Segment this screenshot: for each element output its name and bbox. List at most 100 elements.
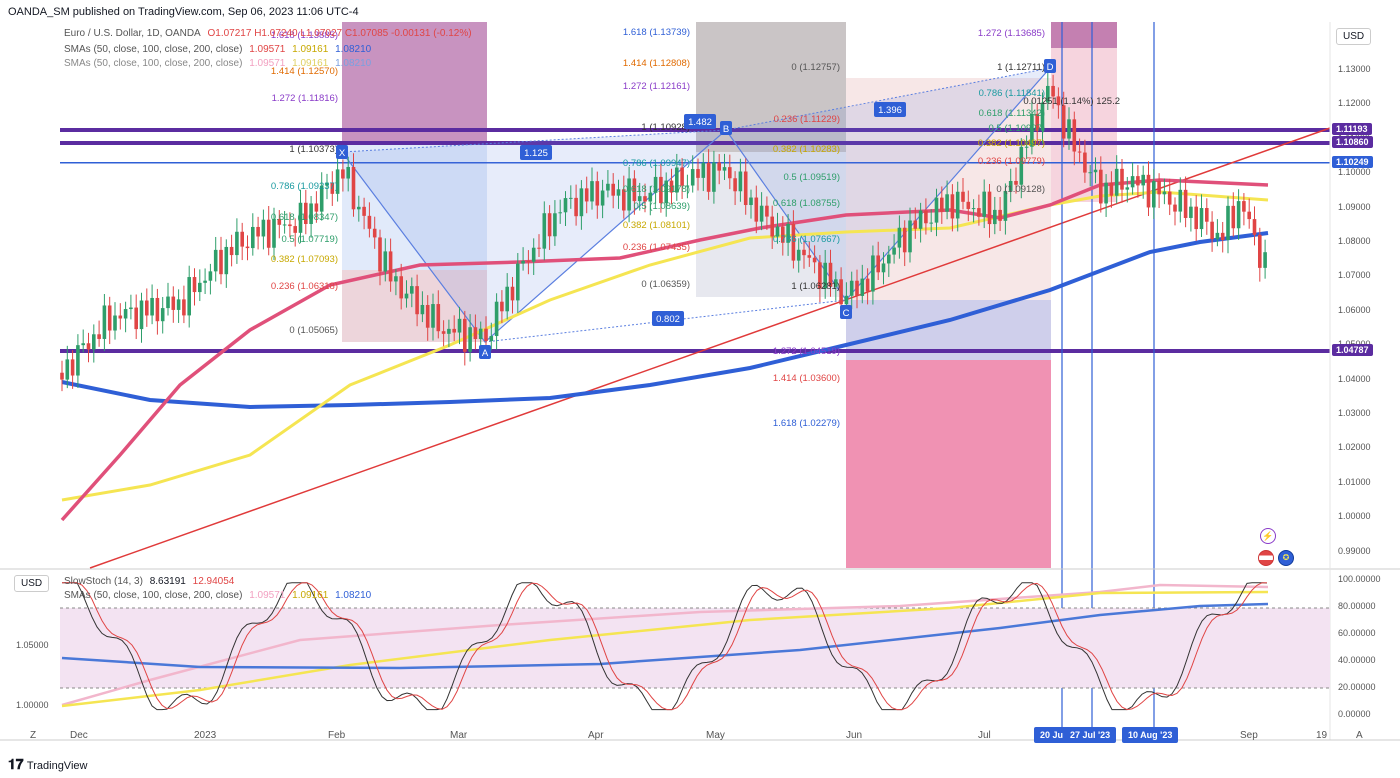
pattern-point-label: X <box>339 148 346 159</box>
stoch-tick: 60.00000 <box>1338 628 1376 638</box>
candle-body <box>1030 113 1034 147</box>
level-1-10249 <box>60 162 1330 164</box>
candle-body <box>70 359 75 376</box>
level-lines <box>60 128 1330 353</box>
currency-selector-top[interactable]: USD <box>1336 28 1372 45</box>
candle-body <box>574 197 578 217</box>
fib-label: 0.5 (1.07719) <box>281 234 338 245</box>
price-level-badge[interactable]: 1.11193 <box>1332 123 1372 135</box>
eu-flag-icon[interactable]: ✪ <box>1278 550 1294 566</box>
legend-stoch-row: SlowStoch (14, 3) 8.63191 12.94054 <box>64 576 238 587</box>
candle-body <box>897 227 902 248</box>
price-level-badge[interactable]: 1.10860 <box>1332 136 1373 148</box>
candle-body <box>219 249 223 275</box>
legend-stoch-label[interactable]: SlowStoch (14, 3) <box>64 576 143 587</box>
stoch-left-tick: 1.00000 <box>16 700 49 710</box>
time-tick: Jul <box>978 730 991 741</box>
candle-body <box>600 190 605 206</box>
candle-body <box>648 192 653 202</box>
ratio-badge <box>520 145 552 160</box>
currency-selector-left[interactable]: USD <box>14 575 50 592</box>
candle-body <box>298 202 303 233</box>
candle-body <box>1152 181 1156 208</box>
candle-body <box>998 209 1002 221</box>
fib-label: 0 (1.12757) <box>791 62 840 73</box>
fib-label: 0.382 (1.07093) <box>271 254 338 265</box>
zoom-z-button[interactable]: Z <box>30 730 37 741</box>
candle-body <box>1146 174 1151 208</box>
candle-body <box>606 183 610 191</box>
candle-body <box>494 301 499 337</box>
us-flag-icon[interactable] <box>1258 550 1274 566</box>
legend-sma1-label[interactable]: SMAs (50, close, 100, close, 200, close) <box>64 44 243 55</box>
candle-body <box>1226 205 1230 240</box>
candle-body <box>351 166 356 210</box>
candle-body <box>547 213 552 237</box>
time-tick: 2023 <box>194 730 217 741</box>
time-tick: Feb <box>328 730 346 741</box>
fib-label: 0.5 (1.09519) <box>783 172 840 183</box>
candles <box>60 72 1267 392</box>
fib-label: 0.236 (1.11229) <box>774 114 840 125</box>
fib-label: 1.272 (1.11816) <box>272 93 338 104</box>
red-trendline <box>89 127 1331 569</box>
candle-body <box>675 167 679 193</box>
candle-body <box>388 251 393 282</box>
candle-body <box>420 304 425 315</box>
fib-label: 1.414 (1.12570) <box>271 66 338 77</box>
date-badge[interactable]: 27 Jul '23 <box>1064 727 1117 743</box>
legend-sub-sma-v1: 1.09571 <box>249 590 286 601</box>
sma-50-line <box>60 178 1269 522</box>
fib-label: 1 (1.06281) <box>791 281 840 292</box>
candle-body <box>150 297 154 316</box>
candle-body <box>738 171 743 192</box>
candle-body <box>404 293 409 299</box>
price-level-badge[interactable]: 1.10249 <box>1332 156 1373 168</box>
candle-body <box>489 336 494 342</box>
price-level-badge[interactable]: 1.04787 <box>1332 344 1373 356</box>
candle-body <box>1120 168 1124 190</box>
candle-body <box>203 280 207 283</box>
legend-sma2-label[interactable]: SMAs (50, close, 100, close, 200, close) <box>64 58 243 69</box>
candle-body <box>1252 219 1257 235</box>
tradingview-logo[interactable]: 𝟏𝟕 TradingView <box>8 756 88 772</box>
candle-body <box>330 182 335 194</box>
fib-label: 0.618 (1.11342) <box>979 108 1045 119</box>
auto-scale-button[interactable]: A <box>1356 730 1363 741</box>
candle-body <box>383 251 388 272</box>
legend-sma2-row: SMAs (50, close, 100, close, 200, close)… <box>64 58 375 69</box>
legend-symbol-row: Euro / U.S. Dollar, 1D, OANDA O1.07217 H… <box>64 28 476 39</box>
date-badge[interactable]: 10 Aug '23 <box>1122 727 1179 743</box>
fib-label: 1 (1.10373) <box>289 144 338 155</box>
date-badge[interactable]: 20 Ju <box>1034 727 1070 743</box>
lightning-icon[interactable]: ⚡ <box>1260 528 1276 544</box>
legend-sub-sma-label[interactable]: SMAs (50, close, 100, close, 200, close) <box>64 590 243 601</box>
price-tick: 1.00000 <box>1338 511 1371 522</box>
candle-body <box>1242 201 1246 212</box>
stoch-d-line <box>62 582 1268 711</box>
candle-body <box>1258 234 1262 268</box>
candle-body <box>176 299 181 310</box>
candle-body <box>1199 208 1204 230</box>
candle-body <box>971 208 976 210</box>
candle-body <box>468 327 472 352</box>
candle-body <box>542 213 547 249</box>
candle-body <box>743 171 748 206</box>
candle-body <box>224 246 229 275</box>
candle-body <box>478 328 483 340</box>
legend-symbol[interactable]: Euro / U.S. Dollar, 1D, OANDA <box>64 28 201 39</box>
price-tick: 1.07000 <box>1338 270 1371 281</box>
candle-body <box>346 166 350 179</box>
candle-body <box>182 299 186 316</box>
publish-header: OANDA_SM published on TradingView.com, S… <box>8 6 359 18</box>
candle-body <box>632 178 637 202</box>
candle-body <box>198 282 202 293</box>
time-tick: Dec <box>70 730 88 741</box>
legend-sma2-v1: 1.09571 <box>249 58 286 69</box>
candle-body <box>993 209 997 225</box>
price-tick: 1.13000 <box>1338 64 1371 74</box>
fib-label: 1.618 (1.02279) <box>773 418 840 429</box>
time-tick: Jun <box>846 730 863 741</box>
fib-label: 0 (1.06359) <box>641 279 690 290</box>
